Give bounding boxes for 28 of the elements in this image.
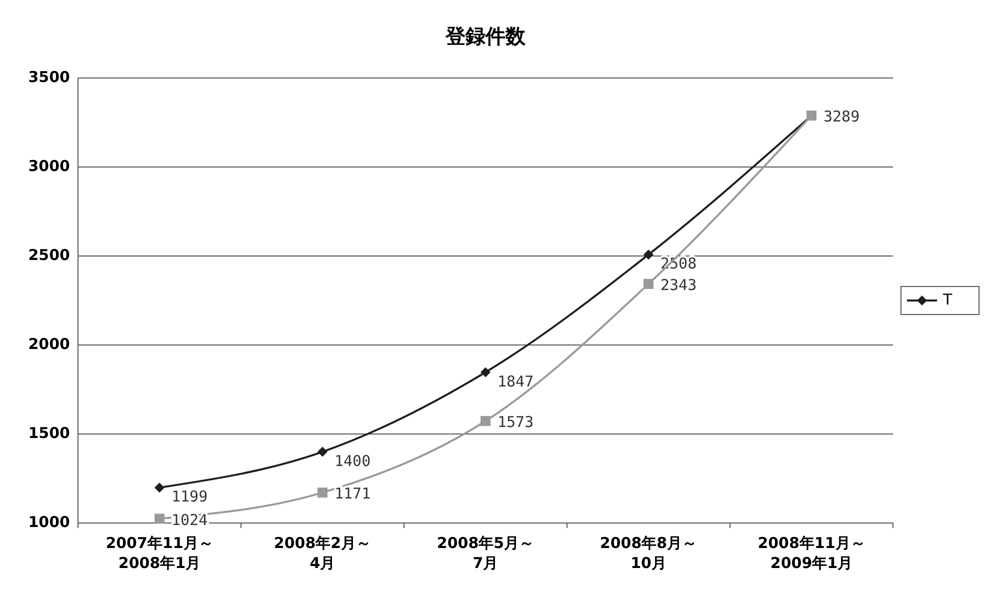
point [480, 367, 490, 378]
data-label: 1847 [498, 372, 534, 390]
y-tick-label: 3000 [28, 157, 70, 176]
point [154, 482, 164, 493]
y-tick-label: 1500 [28, 424, 70, 442]
data-label: 1400 [334, 452, 371, 470]
data-label: 1199 [172, 488, 208, 506]
x-tick-label: 2007年11月～2008年1月 [106, 534, 214, 572]
legend-label: T [942, 290, 953, 309]
point [318, 446, 328, 457]
x-tick-label: 2008年8月～10月 [600, 534, 698, 572]
data-label: 3289 [824, 108, 860, 126]
x-tick-label: 2008年2月～4月 [274, 534, 372, 572]
data-label: 1573 [498, 413, 534, 432]
chart-title: 登録件数 [444, 24, 526, 48]
point [480, 416, 490, 426]
x-tick-label: 2008年5月～7月 [436, 534, 534, 572]
data-label: 2343 [660, 276, 697, 294]
point [154, 514, 164, 524]
point [318, 488, 328, 498]
point [644, 278, 654, 289]
y-tick-label: 2500 [28, 246, 70, 264]
y-tick-label: 3500 [28, 68, 70, 86]
y-tick-label: 2000 [28, 335, 70, 354]
point [644, 250, 654, 260]
data-label: 1171 [334, 484, 371, 503]
y-tick-label: 1000 [28, 513, 70, 532]
x-tick-label: 2008年11月～2009年1月 [758, 534, 866, 572]
